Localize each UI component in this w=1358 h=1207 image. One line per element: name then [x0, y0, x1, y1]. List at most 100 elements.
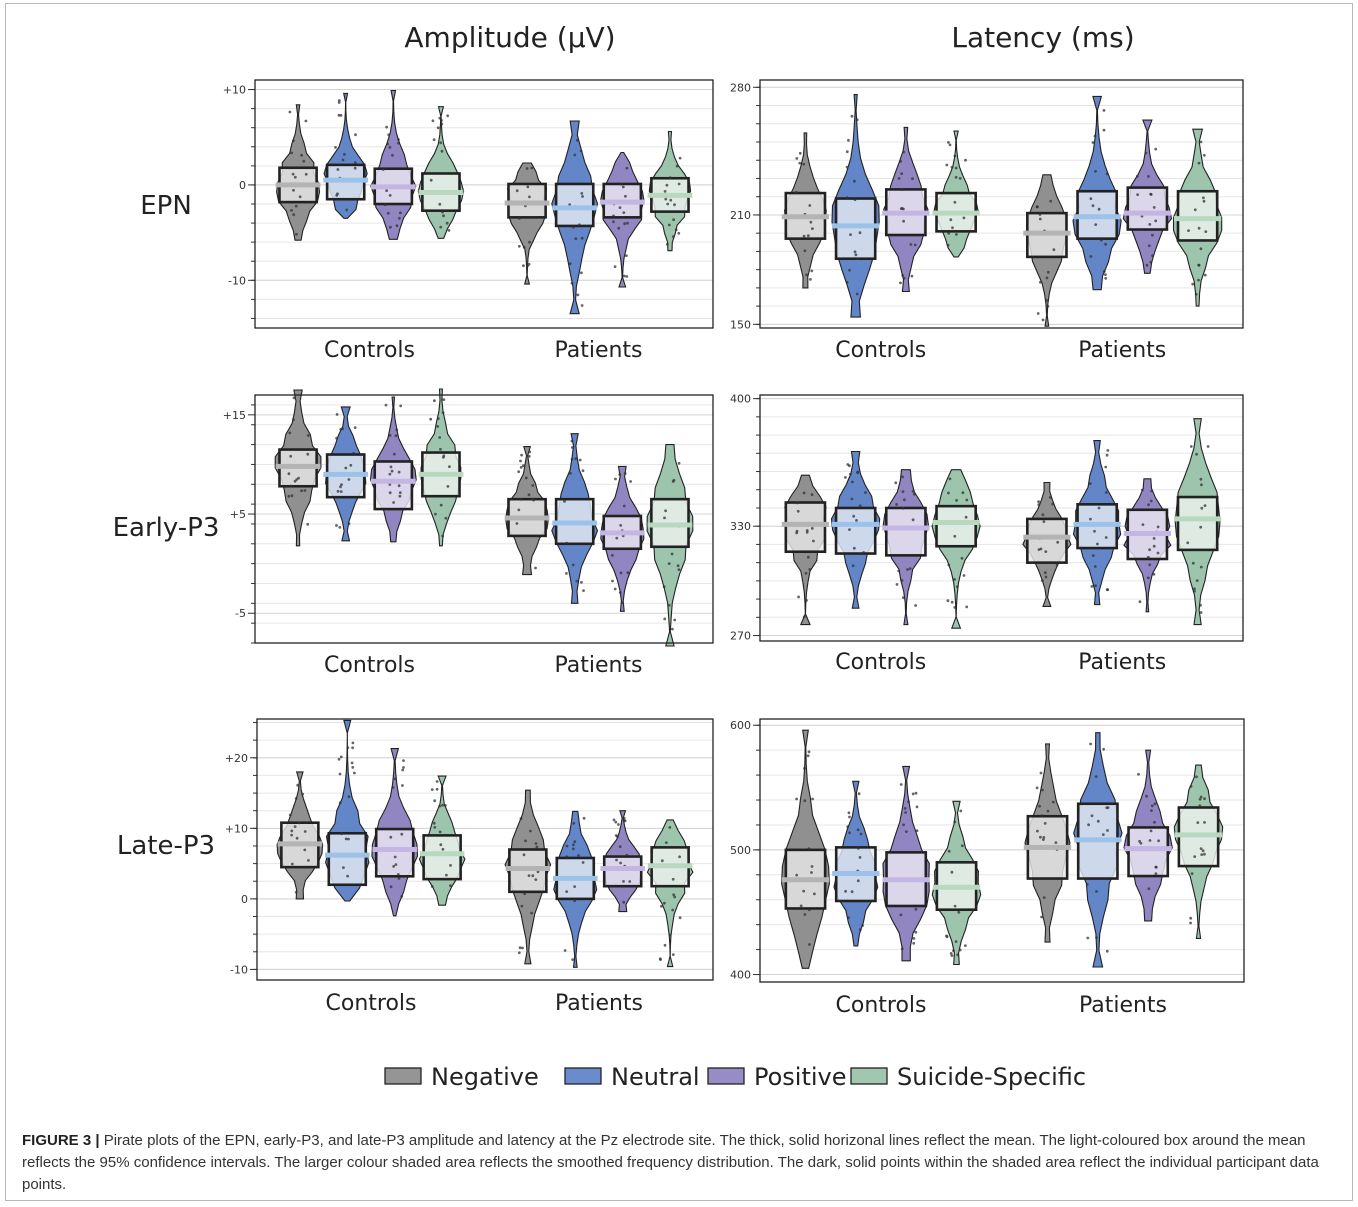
pirate-patients-neutral	[551, 433, 599, 604]
data-point	[853, 250, 857, 254]
data-point	[622, 880, 625, 883]
data-point	[947, 491, 950, 495]
data-point	[519, 817, 523, 820]
data-point	[573, 153, 577, 157]
data-point	[292, 396, 296, 400]
data-point	[440, 122, 444, 126]
data-point	[339, 485, 342, 489]
data-point	[859, 832, 863, 836]
data-point	[862, 551, 865, 554]
data-point	[1104, 242, 1107, 246]
data-point	[289, 484, 292, 488]
data-point	[438, 830, 442, 834]
tick-label: -5	[235, 607, 246, 620]
data-point	[844, 476, 847, 479]
pirate-controls-positive	[882, 765, 930, 962]
data-point	[515, 522, 519, 525]
data-point	[952, 949, 955, 953]
data-point	[852, 514, 856, 518]
data-point	[1052, 248, 1056, 252]
data-point	[335, 524, 338, 527]
data-point	[1039, 835, 1042, 839]
data-point	[1042, 896, 1046, 899]
data-point	[1089, 197, 1093, 201]
data-point	[668, 826, 672, 829]
data-point	[303, 830, 307, 833]
tick-label: 500	[730, 844, 751, 857]
data-point	[1151, 254, 1154, 258]
data-point	[848, 831, 851, 835]
data-point	[431, 119, 435, 123]
data-point	[522, 245, 526, 249]
data-point	[671, 235, 675, 239]
data-point	[1203, 504, 1207, 507]
data-point	[953, 578, 956, 581]
data-point	[851, 480, 854, 484]
data-point	[1137, 772, 1140, 776]
data-point	[623, 222, 626, 226]
data-point	[626, 571, 630, 575]
data-point	[960, 556, 964, 560]
data-point	[335, 436, 338, 440]
data-point	[1105, 949, 1109, 953]
data-point	[625, 166, 629, 170]
panel-late-p3-latency: 600 500 400 Controls Patients	[730, 718, 1245, 1018]
data-point	[852, 546, 856, 550]
data-point	[575, 138, 579, 142]
data-point	[798, 151, 802, 155]
data-point	[1206, 445, 1210, 448]
data-point	[849, 233, 852, 237]
data-point	[303, 848, 307, 852]
data-point	[290, 209, 293, 212]
data-point	[518, 946, 522, 950]
plot-area	[760, 80, 1243, 328]
data-point	[394, 863, 398, 866]
data-point	[623, 472, 627, 475]
data-point	[1097, 207, 1101, 211]
data-point	[957, 910, 961, 914]
data-point	[672, 893, 676, 897]
data-point	[954, 940, 958, 943]
data-point	[620, 182, 623, 186]
data-point	[675, 164, 679, 168]
data-point	[342, 866, 345, 869]
data-point	[529, 829, 532, 833]
data-point	[959, 809, 963, 813]
data-point	[618, 206, 622, 210]
data-point	[663, 617, 667, 621]
data-point	[435, 787, 439, 791]
data-point	[527, 262, 531, 266]
legend-swatch-negative	[384, 1067, 422, 1085]
data-point	[528, 240, 531, 244]
data-point	[1096, 819, 1100, 823]
data-point	[441, 847, 445, 851]
data-point	[864, 491, 867, 494]
data-point	[1090, 585, 1094, 588]
data-point	[577, 854, 580, 857]
data-point	[945, 163, 949, 167]
data-point	[582, 589, 585, 592]
data-point	[1145, 263, 1149, 267]
data-point	[1193, 589, 1196, 593]
data-point	[673, 895, 677, 899]
data-point	[802, 889, 806, 893]
data-point	[1042, 838, 1045, 841]
data-point	[894, 481, 898, 485]
group-label-controls: Controls	[324, 338, 415, 363]
data-point	[430, 788, 434, 791]
data-point	[347, 837, 350, 841]
data-point	[334, 146, 337, 149]
data-point	[861, 924, 864, 927]
pirate-controls-neutral	[324, 719, 370, 902]
data-point	[393, 855, 397, 859]
data-point	[625, 254, 628, 257]
data-point	[850, 890, 854, 894]
tick-label: 330	[730, 520, 751, 533]
data-point	[573, 899, 576, 903]
data-point	[911, 177, 914, 181]
data-point	[1106, 806, 1110, 809]
data-point	[306, 522, 310, 526]
data-point	[1104, 276, 1108, 280]
tick-label: +5	[230, 508, 246, 521]
data-point	[306, 452, 310, 456]
